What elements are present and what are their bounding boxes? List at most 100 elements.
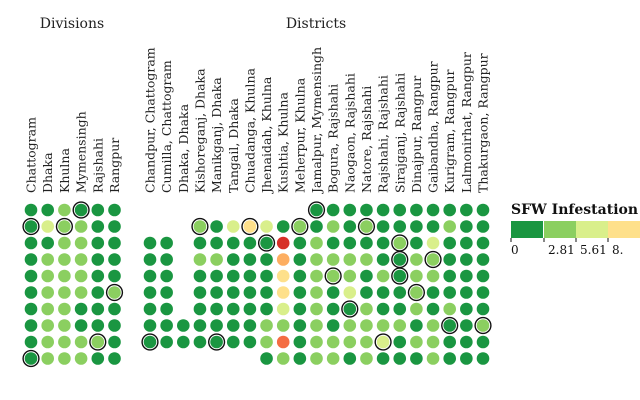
district-cell: [410, 335, 423, 349]
district-cell: [376, 352, 390, 365]
district-cell: [360, 352, 373, 365]
division-cell: [91, 203, 105, 217]
district-cell: [443, 302, 457, 316]
district-cell: [443, 236, 457, 250]
district-cell: [143, 302, 157, 316]
division-cell: [41, 203, 54, 217]
district-cell: [343, 269, 357, 283]
district-cell: [276, 286, 290, 299]
heatmap-cells: [22, 201, 492, 368]
division-cell: [41, 319, 54, 332]
district-cell: [193, 319, 207, 332]
district-column-label: Dhaka, Dhaka: [176, 103, 191, 193]
district-cell: [210, 335, 223, 349]
district-cell: [343, 319, 357, 332]
district-cell: [326, 269, 340, 283]
district-cell: [343, 203, 357, 217]
district-cell: [443, 335, 457, 349]
district-cell: [293, 253, 307, 266]
district-cell: [426, 203, 440, 217]
legend-tick-label: 2.81: [548, 243, 575, 257]
district-cell: [460, 335, 473, 349]
division-cell: [41, 335, 54, 349]
district-cell: [243, 236, 257, 250]
district-cell: [226, 220, 240, 233]
district-cell: [393, 253, 407, 266]
district-cell: [476, 220, 490, 233]
district-column-label: Tangail, Dhaka: [226, 98, 241, 193]
district-cell: [310, 286, 323, 299]
district-cell: [393, 236, 407, 250]
district-column-label: Jhenaidah, Khulna: [259, 76, 274, 195]
district-cell: [326, 335, 340, 349]
district-cell: [410, 319, 423, 332]
district-cell: [160, 286, 173, 299]
division-cell: [58, 236, 71, 250]
district-cell: [376, 319, 390, 332]
district-cell: [360, 269, 373, 283]
district-cell: [260, 319, 273, 332]
district-cell: [443, 253, 457, 266]
district-cell: [276, 302, 290, 316]
district-cell: [210, 253, 223, 266]
district-cell: [276, 335, 290, 349]
district-column-label: Dinajpur, Rangpur: [409, 76, 424, 193]
district-column-label: Rajshahi, Rajshahi: [376, 75, 391, 193]
district-cell: [460, 302, 473, 316]
district-cell: [460, 203, 473, 217]
district-cell: [243, 335, 257, 349]
district-cell: [210, 286, 223, 299]
division-cell: [108, 335, 121, 349]
division-cell: [58, 220, 71, 233]
district-cell: [293, 319, 307, 332]
district-cell: [376, 220, 390, 233]
district-cell: [393, 220, 407, 233]
district-cell: [343, 253, 357, 266]
division-cell: [41, 352, 54, 365]
district-cell: [360, 236, 373, 250]
division-cell: [108, 269, 121, 283]
district-cell: [160, 269, 173, 283]
district-cell: [376, 253, 390, 266]
legend: SFW Infestation ( 0 2.81 5.61 8.: [510, 202, 640, 257]
division-cell: [91, 220, 105, 233]
division-cell: [74, 319, 88, 332]
district-cell: [143, 286, 157, 299]
legend-title: SFW Infestation (: [511, 202, 640, 218]
column-labels: Chattogram Dhaka Khulna Mymensingh Rajshahi R…: [24, 47, 491, 195]
division-cell: [24, 352, 38, 365]
division-cell: [24, 286, 38, 299]
district-cell: [293, 302, 307, 316]
division-cell: [91, 269, 105, 283]
district-cell: [326, 286, 340, 299]
division-cell: [24, 253, 38, 266]
division-cell: [41, 220, 54, 233]
division-cell: [91, 352, 105, 365]
division-cell: [58, 253, 71, 266]
district-cell: [393, 319, 407, 332]
division-cell: [58, 203, 71, 217]
district-column-label: Kushtia, Khulna: [276, 92, 291, 193]
district-cell: [326, 203, 340, 217]
division-cell: [74, 253, 88, 266]
district-cell: [293, 236, 307, 250]
division-cell: [41, 302, 54, 316]
division-column-label: Dhaka: [40, 152, 55, 193]
district-cell: [460, 352, 473, 365]
district-cell: [210, 269, 223, 283]
division-cell: [24, 269, 38, 283]
division-cell: [58, 269, 71, 283]
district-cell: [276, 319, 290, 332]
district-cell: [260, 286, 273, 299]
division-cell: [24, 220, 38, 233]
district-cell: [343, 302, 357, 316]
district-column-label: Naogaon, Rajshahi: [342, 73, 357, 193]
district-cell: [343, 220, 357, 233]
district-column-label: Jamalpur, Mymensingh: [309, 47, 324, 195]
division-cell: [74, 286, 88, 299]
district-column-label: Lalmonirhat, Rangpur: [459, 52, 474, 193]
district-cell: [410, 236, 423, 250]
district-cell: [426, 286, 440, 299]
legend-tick-label: 5.61: [580, 243, 607, 257]
district-cell: [310, 319, 323, 332]
